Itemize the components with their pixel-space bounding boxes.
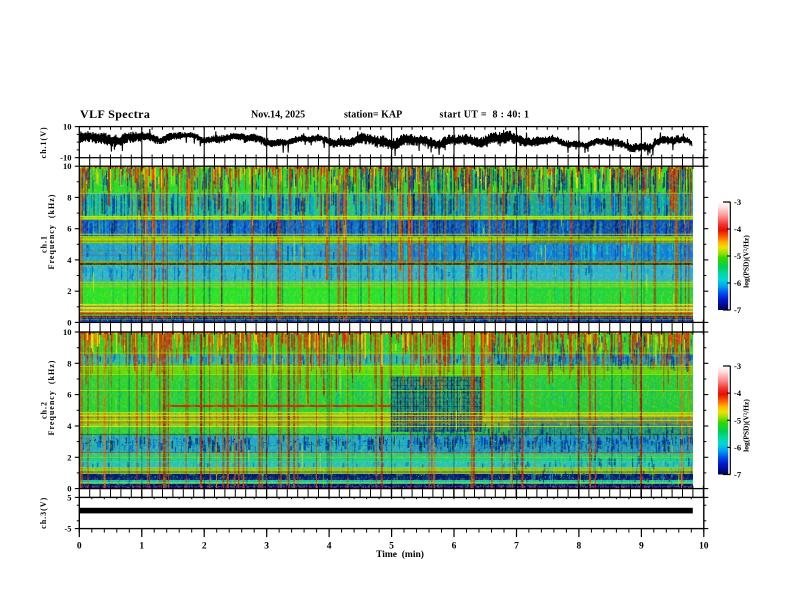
svg-text:log(PSD)(V²/Hz): log(PSD)(V²/Hz) [742,235,751,288]
svg-text:8: 8 [67,192,71,202]
svg-text:10: 10 [63,161,72,171]
svg-text:4: 4 [67,421,72,431]
svg-text:-10: -10 [60,153,71,163]
svg-text:start UT = 8 : 40: 1: start UT = 8 : 40: 1 [440,109,530,120]
svg-text:-5: -5 [734,415,741,425]
svg-text:VLF Spectra: VLF Spectra [80,107,150,121]
svg-text:0: 0 [67,317,71,327]
svg-text:2: 2 [67,452,71,462]
svg-text:-4: -4 [734,224,742,234]
svg-text:0: 0 [67,484,71,494]
svg-text:-6: -6 [734,278,741,288]
svg-text:10: 10 [699,542,709,552]
svg-text:6: 6 [67,224,71,234]
svg-text:-6: -6 [734,442,741,452]
svg-text:4: 4 [67,255,72,265]
svg-text:ch.1(V): ch.1(V) [39,126,48,158]
svg-text:4: 4 [327,542,332,552]
svg-text:2: 2 [67,286,71,296]
svg-text:Frequency (kHz): Frequency (kHz) [47,360,56,436]
svg-text:5: 5 [389,542,394,552]
svg-text:Nov.14, 2025: Nov.14, 2025 [251,109,305,120]
svg-text:9: 9 [639,542,644,552]
svg-text:Frequency (kHz): Frequency (kHz) [47,194,56,270]
svg-text:8: 8 [577,542,582,552]
svg-text:6: 6 [452,542,457,552]
svg-text:8: 8 [67,358,71,368]
svg-text:-4: -4 [734,388,742,398]
svg-text:10: 10 [63,122,72,132]
svg-text:0: 0 [77,542,82,552]
svg-text:ch.3(V): ch.3(V) [39,497,48,529]
svg-text:log(PSD)(V²/Hz): log(PSD)(V²/Hz) [742,399,751,452]
svg-text:2: 2 [202,542,207,552]
svg-text:-5: -5 [734,251,741,261]
svg-text:station= KAP: station= KAP [344,109,402,120]
svg-text:ch.2: ch.2 [39,401,48,419]
svg-text:5: 5 [67,492,71,502]
svg-text:-7: -7 [734,470,742,480]
svg-text:ch.1: ch.1 [39,235,48,253]
svg-text:3: 3 [264,542,269,552]
svg-text:-7: -7 [734,305,742,315]
svg-text:6: 6 [67,390,71,400]
svg-text:10: 10 [63,327,72,337]
svg-text:7: 7 [514,542,519,552]
svg-text:-5: -5 [64,524,71,534]
svg-text:-3: -3 [734,197,741,207]
svg-text:1: 1 [139,542,144,552]
svg-text:-3: -3 [734,361,741,371]
svg-text:Time (min): Time (min) [376,549,424,560]
